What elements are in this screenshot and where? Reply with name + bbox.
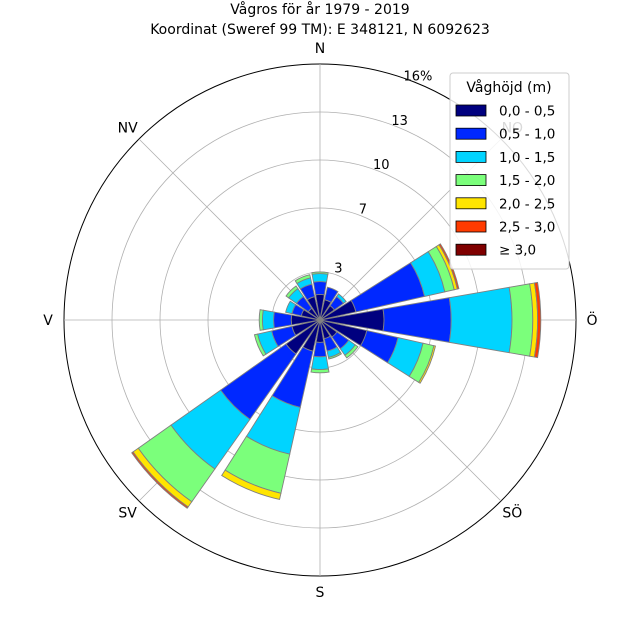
rose-bar-segment <box>273 311 293 329</box>
ring-tick-label: 13 <box>391 114 408 129</box>
chart-subtitle: Koordinat (Sweref 99 TM): E 348121, N 60… <box>150 22 490 38</box>
rose-bar-segment <box>285 285 299 299</box>
rose-bar-segment <box>310 368 330 374</box>
ring-tick-label: 10 <box>373 158 390 173</box>
rose-bar-segment <box>382 297 452 343</box>
rose-bar-segment <box>448 286 513 354</box>
rose-bar-segment <box>324 286 339 304</box>
legend-label: 1,0 - 1,5 <box>499 150 555 166</box>
direction-label: SV <box>118 505 137 521</box>
rose-bar-segment <box>418 345 437 384</box>
legend-items: 0,0 - 0,5 0,5 - 1,0 1,0 - 1,5 1,5 - 2,0 2,0 … <box>455 104 555 259</box>
rose-bar-segment <box>335 293 347 305</box>
rose-bar-segment <box>327 351 342 360</box>
rose-bar-segment <box>311 273 329 283</box>
rose-bar-segment <box>344 344 359 359</box>
legend-label: 2,0 - 2,5 <box>499 196 555 212</box>
grid-spoke <box>138 138 321 321</box>
ring-tick-label: 16% <box>404 69 433 84</box>
rose-bar-segment <box>508 283 534 357</box>
rose-bar-segment <box>253 333 267 357</box>
legend-swatch <box>455 197 487 210</box>
ring-tick-label: 3 <box>334 262 342 277</box>
rose-bar-segment <box>285 300 297 315</box>
direction-label: N <box>315 41 325 57</box>
direction-label: SÖ <box>502 503 522 521</box>
rose-bar-segment <box>311 271 329 275</box>
chart-title: Vågros för år 1979 - 2019 <box>230 1 409 18</box>
legend-box <box>449 72 570 270</box>
legend-swatch <box>455 104 487 117</box>
legend-swatch <box>455 243 487 256</box>
legend-swatch <box>455 220 487 233</box>
rose-bar-segment <box>258 309 264 331</box>
legend-label: ≥ 3,0 <box>499 243 536 259</box>
ring-tick-label: 7 <box>359 203 367 218</box>
rose-bar-segment <box>131 451 189 509</box>
rose-bar-segment <box>221 469 282 501</box>
direction-label: NV <box>118 121 138 137</box>
direction-label: S <box>316 585 325 601</box>
legend-label: 0,5 - 1,0 <box>499 127 555 143</box>
rose-bars <box>131 243 542 509</box>
rose-bar-segment <box>533 281 542 359</box>
rose-bar-segment <box>261 309 275 331</box>
rose-bar-segment <box>311 355 329 371</box>
legend: Våghöjd (m) 0,0 - 0,5 0,5 - 1,0 1,0 - 1,5 1… <box>449 72 570 270</box>
rose-bar-segment <box>294 274 312 285</box>
legend-label: 2,5 - 3,0 <box>499 220 555 236</box>
legend-label: 0,0 - 0,5 <box>499 104 555 120</box>
direction-label: V <box>43 313 53 329</box>
rose-bar-segment <box>313 341 327 358</box>
legend-title: Våghöjd (m) <box>466 79 551 96</box>
rose-bar-segment <box>312 281 328 296</box>
legend-swatch <box>455 127 487 140</box>
legend-swatch <box>455 174 487 187</box>
legend-swatch <box>455 150 487 163</box>
legend-label: 1,5 - 2,0 <box>499 173 555 189</box>
rose-bar-segment <box>438 243 460 290</box>
direction-label: Ö <box>586 311 597 329</box>
